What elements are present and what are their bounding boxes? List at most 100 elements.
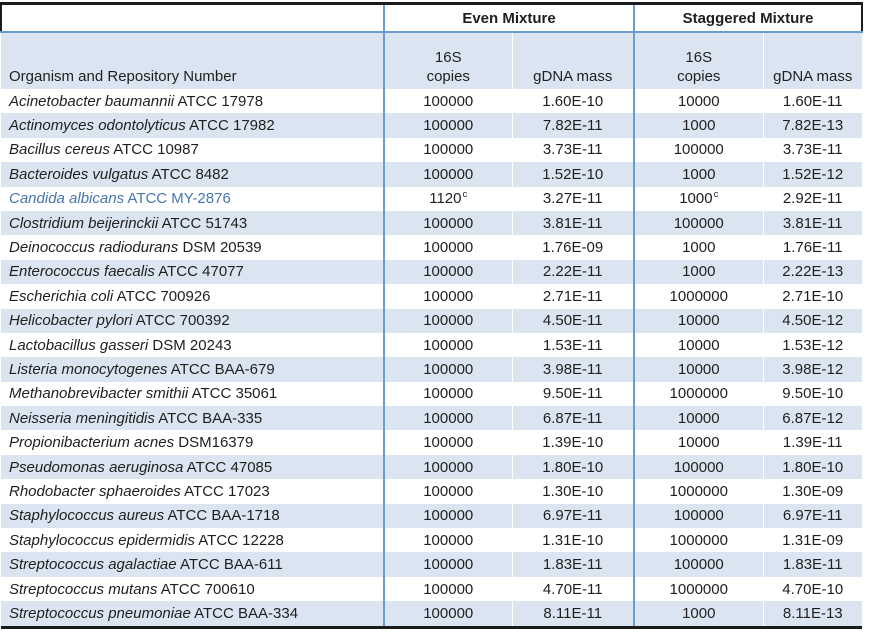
repository-number: ATCC BAA-679 — [170, 360, 275, 378]
staggered-gdna-mass-cell: 1.60E-11 — [762, 89, 862, 114]
even-gdna-mass-cell: 1.39E-10 — [511, 430, 634, 455]
footnote-marker: c — [462, 189, 468, 201]
even-16s-copies-cell: 100000 — [383, 259, 512, 285]
even-gdna-mass-cell: 1.53E-11 — [511, 332, 634, 358]
organism-cell: Acinetobacter baumannii ATCC 17978 — [1, 89, 384, 114]
organism-cell: Deinococcus radiodurans DSM 20539 — [1, 235, 384, 260]
organism-cell: Methanobrevibacter smithii ATCC 35061 — [1, 381, 384, 407]
even-gdna-mass-cell: 7.82E-11 — [511, 113, 634, 138]
repository-number: DSM16379 — [178, 434, 254, 452]
staggered-16s-copies-cell: 10000 — [633, 308, 763, 333]
staggered-gdna-mass-cell: 1.76E-11 — [762, 235, 862, 260]
staggered-gdna-mass-cell: 9.50E-10 — [762, 381, 862, 407]
even-gdna-mass-cell: 1.30E-10 — [511, 479, 634, 504]
organism-name: Acinetobacter baumannii — [9, 92, 175, 110]
table-row: Candida albicans ATCC MY-2876 1120c 3.27… — [1, 186, 862, 211]
even-16s-copies-cell: 100000 — [383, 601, 512, 628]
staggered-gdna-mass-cell: 8.11E-13 — [762, 601, 862, 628]
organism-name: Bacteroides vulgatus — [9, 165, 149, 183]
table-row: Helicobacter pylori ATCC 700392 100000 4… — [1, 308, 862, 333]
repository-number: ATCC 700926 — [116, 287, 211, 305]
staggered-gdna-mass-cell: 2.22E-13 — [762, 259, 862, 285]
even-16s-copies-cell: 100000 — [383, 406, 512, 431]
repository-number: ATCC 47077 — [158, 263, 244, 281]
organism-cell: Bacteroides vulgatus ATCC 8482 — [1, 162, 384, 187]
footnote-marker: c — [713, 189, 719, 201]
table-row: Clostridium beijerinckii ATCC 51743 1000… — [1, 210, 862, 236]
organism-name: Enterococcus faecalis — [9, 263, 155, 281]
organism-cell: Lactobacillus gasseri DSM 20243 — [1, 332, 384, 358]
even-16s-copies-cell: 100000 — [383, 528, 512, 553]
organism-name: Streptococcus agalactiae — [9, 556, 177, 574]
even-16s-copies-cell: 100000 — [383, 479, 512, 504]
organism-name: Pseudomonas aeruginosa — [9, 458, 184, 476]
repository-number: ATCC 17978 — [177, 92, 264, 110]
repository-number: ATCC MY-2876 — [127, 190, 231, 208]
repository-number: DSM 20539 — [182, 239, 262, 257]
organism-name: Streptococcus mutans — [9, 580, 158, 598]
table-row: Staphylococcus aureus ATCC BAA-1718 1000… — [1, 503, 862, 529]
staggered-gdna-mass-cell: 1.83E-11 — [762, 552, 862, 577]
staggered-16s-copies-cell: 10000 — [633, 406, 763, 431]
even-gdna-mass-cell: 3.98E-11 — [511, 357, 634, 382]
organism-cell: Escherichia coli ATCC 700926 — [1, 284, 384, 309]
organism-name: Escherichia coli — [9, 287, 114, 305]
column-header-row: Organism and Repository Number 16S copie… — [1, 32, 862, 89]
table-row: Lactobacillus gasseri DSM 20243 100000 1… — [1, 332, 862, 358]
staggered-gdna-mass-cell: 1.80E-10 — [762, 454, 862, 480]
repository-number: ATCC 35061 — [191, 385, 278, 403]
organism-name: Staphylococcus epidermidis — [9, 531, 195, 549]
column-header-staggered-16s-copies: 16S copies — [633, 32, 763, 89]
staggered-16s-copies-cell: 100000 — [633, 454, 763, 480]
table-row: Streptococcus pneumoniae ATCC BAA-334 10… — [1, 601, 862, 628]
staggered-16s-copies-cell: 1000000 — [633, 381, 763, 407]
staggered-gdna-mass-cell: 1.39E-11 — [762, 430, 862, 455]
organism-cell: Streptococcus mutans ATCC 700610 — [1, 576, 384, 602]
even-gdna-mass-cell: 1.52E-10 — [511, 162, 634, 187]
even-16s-copies-cell: 100000 — [383, 137, 512, 163]
table-row: Enterococcus faecalis ATCC 47077 100000 … — [1, 259, 862, 285]
staggered-gdna-mass-cell: 2.92E-11 — [762, 186, 862, 211]
staggered-gdna-mass-cell: 6.87E-12 — [762, 406, 862, 431]
even-gdna-mass-cell: 1.80E-10 — [511, 454, 634, 480]
organism-cell: Neisseria meningitidis ATCC BAA-335 — [1, 406, 384, 431]
even-16s-copies-cell: 100000 — [383, 552, 512, 577]
organism-cell: Listeria monocytogenes ATCC BAA-679 — [1, 357, 384, 382]
repository-number: DSM 20243 — [152, 336, 232, 354]
even-gdna-mass-cell: 4.50E-11 — [511, 308, 634, 333]
table-row: Deinococcus radiodurans DSM 20539 100000… — [1, 235, 862, 260]
staggered-gdna-mass-cell: 1.52E-12 — [762, 162, 862, 187]
even-16s-copies-cell: 100000 — [383, 308, 512, 333]
table-row: Propionibacterium acnes DSM16379 100000 … — [1, 430, 862, 455]
staggered-16s-copies-cell: 100000 — [633, 503, 763, 529]
staggered-gdna-mass-cell: 6.97E-11 — [762, 503, 862, 529]
organism-name: Streptococcus pneumoniae — [9, 604, 191, 622]
repository-number: ATCC BAA-334 — [194, 604, 299, 622]
staggered-16s-copies-cell: 10000 — [633, 357, 763, 382]
organism-name: Actinomyces odontolyticus — [9, 117, 186, 135]
table-row: Escherichia coli ATCC 700926 100000 2.71… — [1, 284, 862, 309]
even-16s-copies-cell: 100000 — [383, 503, 512, 529]
header-16s-line2: copies — [426, 68, 470, 85]
staggered-16s-copies-cell: 100000 — [633, 552, 763, 577]
staggered-gdna-mass-cell: 3.98E-12 — [762, 357, 862, 382]
column-header-even-16s-copies: 16S copies — [383, 32, 512, 89]
even-gdna-mass-cell: 2.71E-11 — [511, 284, 634, 309]
table-row: Streptococcus agalactiae ATCC BAA-611 10… — [1, 552, 862, 577]
staggered-16s-copies-cell: 10000 — [633, 332, 763, 358]
header-16s-line1: 16S — [434, 49, 462, 66]
staggered-16s-copies-cell: 1000000 — [633, 479, 763, 504]
even-gdna-mass-cell: 3.81E-11 — [511, 210, 634, 236]
staggered-gdna-mass-cell: 1.31E-09 — [762, 528, 862, 553]
organism-name: Staphylococcus aureus — [9, 507, 165, 525]
organism-cell: Rhodobacter sphaeroides ATCC 17023 — [1, 479, 384, 504]
organism-name: Methanobrevibacter smithii — [9, 385, 189, 403]
staggered-16s-copies-cell: 100000 — [633, 137, 763, 163]
header-16s-line1: 16S — [685, 49, 713, 66]
organism-name: Neisseria meningitidis — [9, 409, 155, 427]
repository-number: ATCC 47085 — [186, 458, 273, 476]
repository-number: ATCC BAA-335 — [158, 409, 263, 427]
staggered-16s-copies-cell: 1000000 — [633, 528, 763, 553]
